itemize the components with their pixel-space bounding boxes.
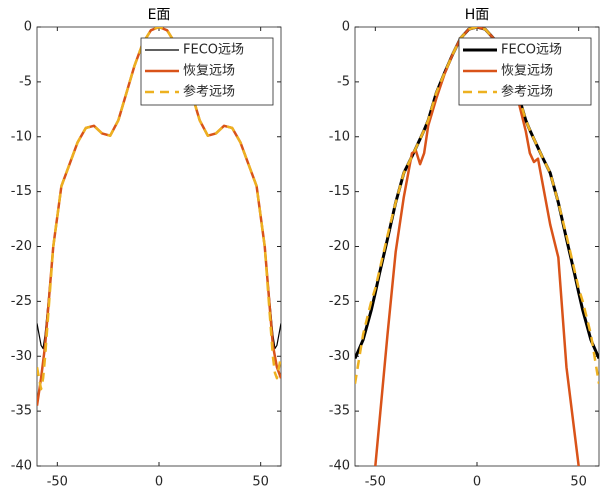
y-tick-label: -25 [329,294,350,309]
y-tick-label: 0 [24,20,32,35]
y-tick-label: -30 [329,349,350,364]
chart-title: E面 [148,7,171,23]
y-tick-label: -40 [329,459,350,474]
series-line [37,27,281,391]
lines [37,27,281,406]
y-tick-label: -20 [329,239,350,254]
legend-label: FECO远场 [501,43,562,58]
y-tick-label: -15 [11,184,32,199]
series-line [355,27,599,384]
lines [355,27,599,466]
y-tick-label: -15 [329,184,350,199]
y-tick-label: -10 [11,129,32,144]
y-tick-label: -35 [329,404,350,419]
legend-label: 参考远场 [183,84,235,100]
x-tick-label: 50 [252,475,269,490]
subplot: H面 0 -5 -10 -15 -20 -25 -30 -35 -40 -50 0 50 FECO远场恢复… [329,7,600,490]
y-tick-label: -30 [11,349,32,364]
y-tick-label: -10 [329,129,350,144]
subplot: E面 0 -5 -10 -15 -20 -25 -30 -35 -40 -50 0 50 FECO远场恢复… [11,7,282,490]
legend-label: 恢复远场 [183,64,235,79]
y-tick-label: -20 [11,239,32,254]
y-tick-label: -35 [11,404,32,419]
x-tick-label: 0 [155,475,163,490]
x-tick-label: -50 [365,475,386,490]
y-tick-label: 0 [342,20,350,35]
x-tick-label: -50 [47,475,68,490]
legend-label: 恢复远场 [501,64,553,79]
y-tick-label: -5 [19,74,32,89]
y-tick-label: -40 [11,459,32,474]
x-tick-label: 50 [570,475,587,490]
x-tick-label: 0 [473,475,481,490]
legend-label: FECO远场 [183,43,244,58]
legend-label: 参考远场 [501,84,553,100]
chart-title: H面 [465,7,490,23]
y-tick-label: -25 [11,294,32,309]
y-tick-label: -5 [337,74,350,89]
series-line [374,27,580,466]
